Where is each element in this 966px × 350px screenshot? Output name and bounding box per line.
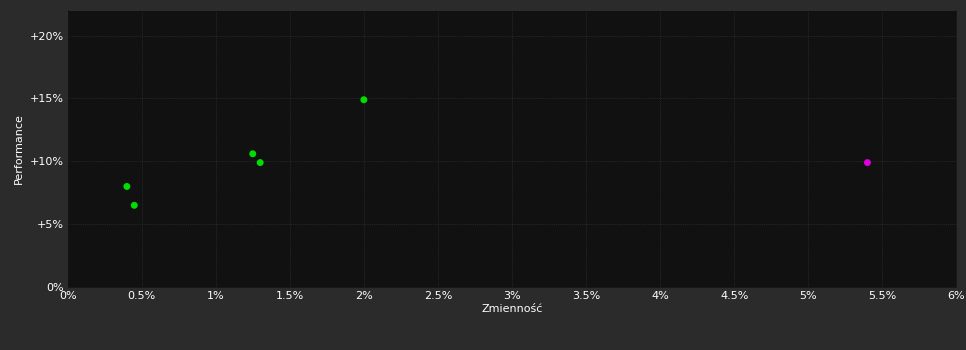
Point — [245, 151, 261, 156]
Y-axis label: Performance: Performance — [14, 113, 24, 184]
Point — [252, 160, 268, 165]
X-axis label: Zmienność: Zmienność — [481, 304, 543, 314]
Point — [127, 203, 142, 208]
Point — [860, 160, 875, 165]
Point — [119, 184, 134, 189]
Point — [356, 97, 372, 103]
